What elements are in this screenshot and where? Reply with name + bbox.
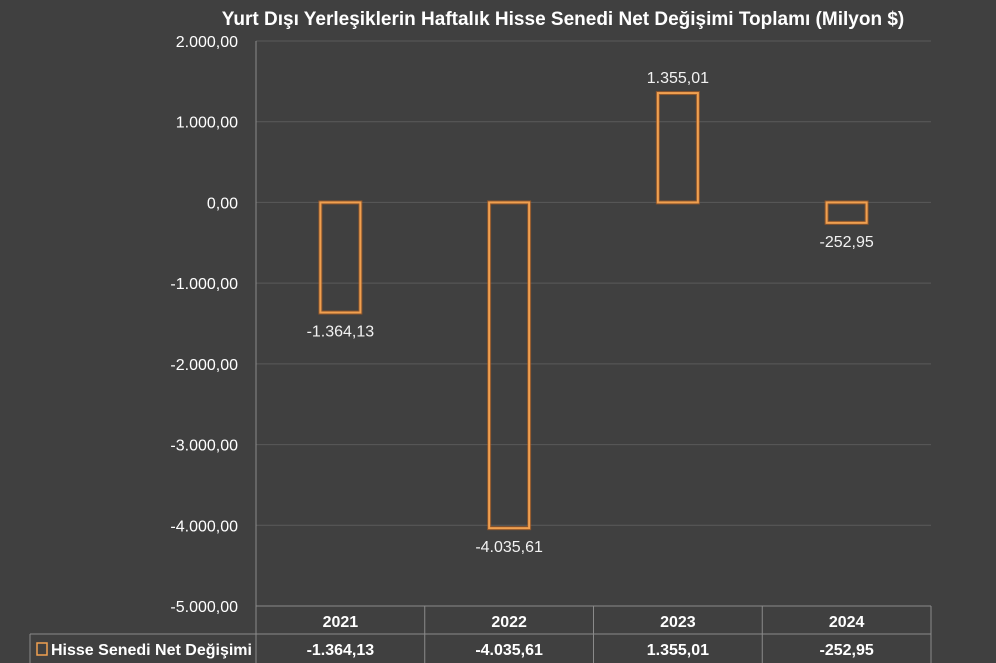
bar-glow [655,91,700,205]
data-labels: -1.364,13 -4.035,61 1.355,01 -252,95 [307,70,874,556]
y-tick-label: -1.000,00 [170,276,238,293]
series-name: Hisse Senedi Net Değişimi [51,642,252,659]
y-axis-ticks: 2.000,00 1.000,00 0,00 -1.000,00 -2.000,00 -3… [170,34,238,616]
data-table: 2021 -1.364,13 2022 -4.035,61 2023 1.355,01 20… [29,605,932,663]
bars [318,91,869,531]
table-value-2024: -252,95 [819,642,873,659]
bar-2022 [488,201,531,530]
category-label-2021: 2021 [323,614,359,631]
bar-glow [824,200,869,225]
y-tick-label: 2.000,00 [176,34,238,51]
bar-glow [487,200,532,531]
data-label-2023: 1.355,01 [647,70,709,87]
category-label-2023: 2023 [660,614,696,631]
table-value-2022: -4.035,61 [475,642,543,659]
y-tick-label: -2.000,00 [170,357,238,374]
y-tick-label: 0,00 [207,195,238,212]
bar-2023 [656,92,699,204]
table-value-2021: -1.364,13 [307,642,375,659]
bar-2024 [825,201,868,224]
gridlines [255,40,931,663]
category-label-2022: 2022 [491,614,527,631]
y-tick-label: -5.000,00 [170,599,238,616]
y-tick-label: -4.000,00 [170,518,238,535]
data-label-2024: -252,95 [819,234,873,251]
chart-title: Yurt Dışı Yerleşiklerin Haftalık Hisse S… [222,9,904,30]
category-label-2024: 2024 [829,614,865,631]
data-label-2022: -4.035,61 [475,539,543,556]
data-label-2021: -1.364,13 [307,324,375,341]
bar-glow [318,200,363,315]
table-value-2023: 1.355,01 [647,642,709,659]
y-tick-label: 1.000,00 [176,115,238,132]
bar-2021 [319,201,362,314]
legend-key [36,642,48,656]
y-tick-label: -3.000,00 [170,438,238,455]
